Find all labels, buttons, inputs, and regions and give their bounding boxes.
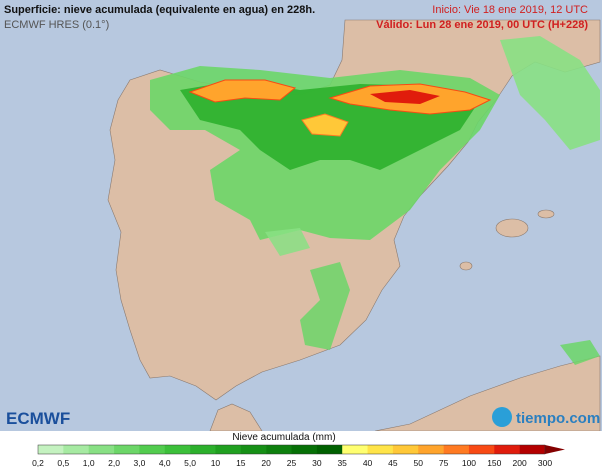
legend-label: 150	[487, 458, 501, 468]
legend-label: 4,0	[159, 458, 171, 468]
snow-light-e	[500, 36, 600, 150]
legend-label: 200	[513, 458, 527, 468]
model: ECMWF HRES (0.1°)	[4, 19, 109, 31]
legend-label: 35	[337, 458, 347, 468]
logo-ecmwf: ECMWF	[6, 409, 70, 428]
legend-swatch	[392, 445, 419, 454]
snow-heavy-3	[301, 113, 349, 137]
legend-swatch	[240, 445, 267, 454]
legend-swatch	[63, 445, 89, 454]
legend-swatch	[342, 445, 368, 454]
legend-swatch	[215, 445, 242, 454]
logo-tiempo-icon	[492, 407, 512, 427]
mallorca	[495, 218, 529, 238]
legend-swatch	[494, 445, 520, 454]
legend-swatch	[367, 445, 394, 454]
logo-tiempo: tiempo.com	[516, 410, 600, 427]
legend-label: 40	[363, 458, 373, 468]
legend-title: Nieve acumulada (mm)	[232, 432, 335, 443]
ibiza	[459, 261, 473, 271]
title: Superficie: nieve acumulada (equivalente…	[4, 4, 315, 16]
legend-swatch	[190, 445, 216, 454]
legend-label: 45	[388, 458, 398, 468]
legend-swatch	[418, 445, 444, 454]
legend-label: 10	[211, 458, 221, 468]
legend-label: 1,0	[83, 458, 95, 468]
legend-label: 25	[287, 458, 297, 468]
legend-label: 50	[414, 458, 424, 468]
legend-swatch	[114, 445, 140, 454]
legend-label: 100	[462, 458, 476, 468]
land-africa	[374, 355, 601, 432]
legend-label: 3,0	[133, 458, 145, 468]
init-time: Inicio: Vie 18 ene 2019, 12 UTC	[432, 4, 588, 16]
valid-time: Válido: Lun 28 ene 2019, 00 UTC (H+228)	[376, 19, 588, 31]
snow-patch-c	[265, 228, 310, 256]
legend-swatch	[38, 445, 64, 454]
legend-swatch	[468, 445, 495, 454]
snow-heavy-1	[188, 79, 297, 103]
legend-label: 20	[261, 458, 271, 468]
snow-patch-s	[300, 262, 350, 350]
legend-label: 300	[538, 458, 552, 468]
legend-swatch	[443, 445, 470, 454]
legend-label: 2,0	[108, 458, 120, 468]
legend-swatch	[519, 445, 546, 454]
snow-patch-se	[560, 340, 600, 365]
legend-label: 15	[236, 458, 246, 468]
legend-label: 30	[312, 458, 322, 468]
legend-label: 0,2	[32, 458, 44, 468]
legend-swatch	[291, 445, 318, 454]
legend-overflow	[545, 445, 565, 454]
legend-swatch	[316, 445, 343, 454]
legend-label: 0,5	[57, 458, 69, 468]
snow-core-2	[370, 90, 440, 104]
legend-swatch	[164, 445, 191, 454]
legend-swatch	[266, 445, 292, 454]
legend-label: 5,0	[184, 458, 196, 468]
legend-frame	[37, 444, 546, 455]
legend-swatch	[139, 445, 166, 454]
legend-swatch	[88, 445, 115, 454]
legend-label: 75	[439, 458, 449, 468]
menorca	[537, 209, 555, 219]
